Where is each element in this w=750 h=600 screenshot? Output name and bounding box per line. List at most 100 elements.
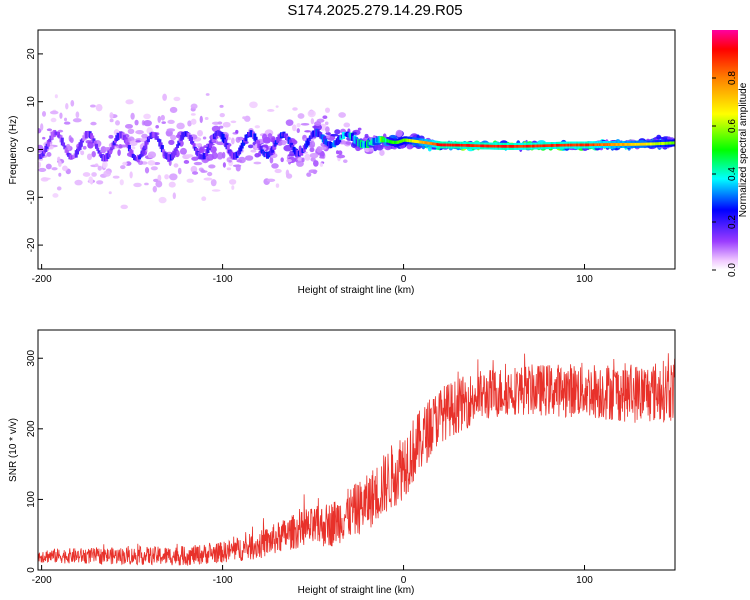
- spectrogram-blob: [266, 178, 276, 182]
- spectrogram-blob: [336, 154, 346, 159]
- snr-panel: -200 -100 0 100 0 100 200 300 Height of straigh…: [8, 329, 676, 596]
- snr-xtick-label: -200: [32, 575, 52, 586]
- spectrogram-band-edge: [672, 139, 675, 142]
- spectrogram-blob: [326, 135, 330, 139]
- spectrogram-blob: [56, 186, 62, 191]
- colorbar-tick-label: 0.2: [727, 215, 738, 229]
- spectrogram-blob: [254, 153, 261, 158]
- spectrogram-band-cell: [95, 143, 99, 149]
- spectrogram-band-cell: [130, 150, 134, 158]
- spectrogram-blob: [133, 182, 142, 188]
- snr-ytick-label: 300: [26, 349, 37, 366]
- spectrogram-blob: [244, 155, 254, 161]
- spectrogram-band-cell: [93, 140, 97, 146]
- spectrogram-blob: [235, 164, 241, 172]
- spectrogram-blob: [129, 140, 138, 147]
- spectrogram-blob: [267, 109, 275, 112]
- spectrogram-blob: [204, 117, 209, 120]
- spectrogram-blob: [59, 112, 63, 119]
- spectrogram-blob: [322, 115, 328, 120]
- spectrogram-band-cell: [190, 136, 194, 144]
- spectrogram-blob: [222, 151, 226, 159]
- spectrogram-blob: [250, 149, 257, 153]
- spectrogram-blob: [357, 127, 362, 131]
- spectrogram-band-cell: [62, 142, 66, 147]
- spectrogram-blob: [304, 153, 311, 161]
- snr-ytick-label: 0: [26, 567, 37, 573]
- spectrogram-blob: [72, 118, 82, 123]
- spectrogram-ytick-label: -10: [26, 190, 37, 205]
- spectrogram-blob: [45, 163, 52, 170]
- spectrogram-blob: [199, 146, 205, 154]
- spectrogram-heatmap: [38, 93, 675, 210]
- spectrogram-band-cell: [173, 148, 177, 156]
- spectrogram-blob: [135, 140, 141, 143]
- spectrogram-band-cell: [111, 142, 115, 150]
- spectrogram-blob: [283, 144, 293, 152]
- spectrogram-blob: [190, 165, 198, 173]
- spectrogram-xtick-label: -200: [32, 274, 52, 285]
- spectrogram-blob: [280, 157, 284, 163]
- spectrogram-band-cell: [79, 139, 83, 147]
- spectrogram-blob: [338, 112, 346, 118]
- snr-plot-area: [38, 330, 675, 570]
- spectrogram-band-edge: [673, 144, 675, 147]
- spectrogram-blob: [368, 147, 374, 152]
- spectrogram-band-cell: [174, 147, 178, 151]
- spectrogram-band-cell: [41, 151, 45, 157]
- spectrogram-blob: [285, 169, 290, 177]
- spectrogram-blob: [57, 129, 64, 133]
- spectrogram-blob: [325, 132, 331, 135]
- spectrogram-blob: [308, 144, 315, 149]
- spectrogram-xlabel: Height of straight line (km): [298, 285, 415, 296]
- spectrogram-blob: [345, 141, 352, 145]
- spectrogram-band-cell: [65, 150, 69, 156]
- spectrogram-blob: [242, 116, 246, 120]
- spectrogram-blob: [127, 128, 135, 135]
- spectrogram-blob: [185, 154, 194, 158]
- spectrogram-blob: [153, 161, 161, 165]
- spectrogram-blob: [57, 160, 62, 167]
- spectrogram-band-cell: [288, 139, 292, 147]
- spectrogram-blob: [208, 164, 216, 169]
- spectrogram-band-cell: [63, 145, 67, 150]
- spectrogram-blob: [38, 161, 42, 168]
- spectrogram-ytick-label: 20: [26, 48, 37, 60]
- spectrogram-band-cell: [177, 140, 181, 146]
- snr-xlabel: Height of straight line (km): [298, 585, 415, 596]
- spectrogram-band-cell: [44, 145, 48, 153]
- spectrogram-blob: [296, 160, 304, 167]
- spectrogram-blob: [309, 152, 319, 159]
- spectrogram-band-cell: [46, 139, 50, 147]
- spectrogram-blob: [222, 121, 231, 128]
- spectrogram-blob: [211, 189, 221, 192]
- spectrogram-blob: [63, 121, 71, 125]
- spectrogram-blob: [86, 153, 93, 161]
- colorbar-ticks: 0.0 0.2 0.4 0.6 0.8: [712, 71, 738, 277]
- spectrogram-blob: [343, 159, 348, 164]
- spectrogram-band-cell: [672, 141, 675, 145]
- spectrogram-blob: [162, 93, 167, 101]
- spectrogram-blob: [228, 159, 232, 163]
- spectrogram-blob: [91, 150, 96, 158]
- spectrogram-band-cell: [97, 150, 101, 154]
- spectrogram-blob: [202, 136, 207, 140]
- spectrogram-blob: [319, 156, 325, 159]
- spectrogram-blob: [169, 173, 178, 181]
- spectrogram-blob: [150, 166, 158, 171]
- spectrogram-blob: [62, 165, 68, 172]
- spectrogram-blob: [38, 167, 47, 173]
- spectrogram-blob: [50, 117, 57, 123]
- spectrogram-blob: [134, 119, 139, 126]
- spectrogram-blob: [319, 162, 324, 167]
- spectrogram-blob: [87, 141, 94, 149]
- spectrogram-blob: [115, 120, 120, 126]
- spectrogram-blob: [269, 156, 274, 164]
- spectrogram-blob: [201, 196, 207, 202]
- spectrogram-blob: [203, 177, 213, 181]
- spectrogram-blob: [222, 162, 226, 168]
- spectrogram-ylabel: Frequency (Hz): [8, 116, 19, 185]
- spectrogram-band-cell: [176, 144, 180, 148]
